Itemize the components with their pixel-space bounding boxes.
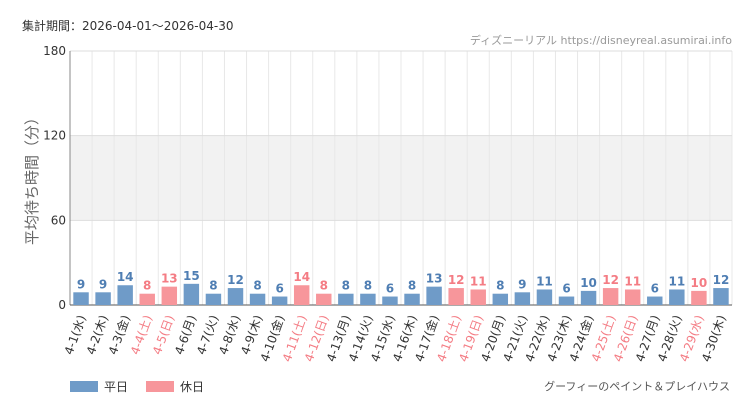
bar-value-label: 11 [536,274,553,288]
bar [271,296,288,305]
bar-value-label: 11 [668,274,685,288]
bar-value-label: 12 [448,273,465,287]
bar-value-label: 10 [580,276,597,290]
bar [117,285,133,305]
bar-value-label: 8 [320,279,328,293]
bar-value-label: 6 [562,282,570,296]
bar [316,293,332,305]
bar [139,293,155,305]
bar-value-label: 8 [364,279,372,293]
bar-value-label: 10 [691,276,708,290]
bar-value-label: 6 [275,282,283,296]
bar [448,288,464,305]
bar [382,296,398,305]
bar [624,289,641,305]
bar [183,283,200,305]
bar [293,285,310,305]
bar-value-label: 14 [293,270,310,284]
bar [95,292,111,305]
bar-value-label: 9 [518,277,526,291]
y-tick-label: 180 [43,44,66,58]
bar-value-label: 12 [713,273,730,287]
bar-value-label: 12 [602,273,619,287]
y-tick-label: 60 [51,213,66,227]
legend-label-weekday: 平日 [104,380,129,394]
bar [470,289,486,305]
y-tick-label: 120 [43,129,66,143]
bar [669,289,685,305]
bar-value-label: 6 [651,282,659,296]
period-label: 集計期間：2026-04-01～2026-04-30 [22,19,234,33]
legend: 平日 休日 [70,378,204,395]
bar-value-label: 12 [227,273,244,287]
bar-value-label: 14 [117,270,134,284]
bar-value-label: 11 [624,274,641,288]
site-credit: ディズニーリアル https://disneyreal.asumirai.inf… [469,34,732,47]
bar-value-label: 15 [183,269,200,283]
bar [404,293,420,305]
bar-value-label: 9 [99,277,107,291]
bar-value-label: 8 [253,279,261,293]
legend-item-holiday[interactable]: 休日 [146,378,204,395]
bar [492,293,509,305]
bar [338,293,354,305]
legend-item-weekday[interactable]: 平日 [70,378,128,395]
bar [73,292,89,305]
bar [249,293,266,305]
bar [205,293,222,305]
bar-value-label: 13 [426,272,443,286]
bar [602,288,619,305]
bar-value-label: 9 [77,277,85,291]
bar [536,289,553,305]
bar [713,288,729,305]
bar-value-label: 8 [408,279,416,293]
bar [514,292,531,305]
y-tick-label: 0 [58,298,66,312]
bar-value-label: 6 [386,282,394,296]
legend-label-holiday: 休日 [180,380,205,394]
bar [647,296,663,305]
bar [580,290,597,305]
bar [691,290,707,305]
bar [161,286,178,305]
bar-value-label: 8 [209,279,217,293]
bar [558,296,575,305]
bar-value-label: 8 [143,279,151,293]
bar [426,286,442,305]
bar [227,288,244,305]
bar [360,293,376,305]
bar-value-label: 13 [161,272,178,286]
attraction-name: グーフィーのペイント＆プレイハウス [544,380,730,393]
bar-value-label: 8 [342,279,350,293]
bar-value-label: 11 [470,274,487,288]
bar-value-label: 8 [496,279,504,293]
legend-swatch-holiday [146,381,175,392]
legend-swatch-weekday [70,381,98,392]
